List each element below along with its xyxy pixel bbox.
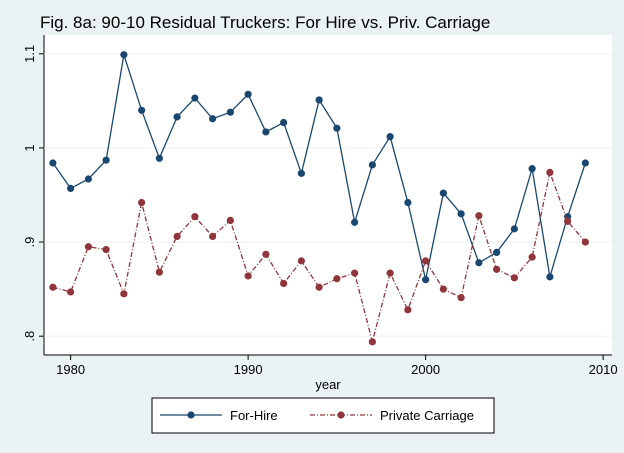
data-point — [386, 269, 394, 277]
data-point — [297, 169, 305, 177]
legend-marker — [187, 411, 195, 419]
data-point — [351, 269, 359, 277]
data-point — [351, 218, 359, 226]
x-tick-label: 2000 — [411, 362, 440, 377]
data-point — [191, 213, 199, 221]
y-tick-label: 1 — [22, 144, 37, 151]
data-point — [209, 232, 217, 241]
data-point — [209, 115, 217, 123]
data-point — [102, 156, 110, 164]
data-point — [528, 253, 536, 261]
y-tick-label: 1.1 — [22, 45, 37, 63]
data-point — [297, 257, 305, 265]
data-point — [67, 288, 75, 296]
legend-label: Private Carriage — [380, 408, 474, 423]
data-point — [280, 118, 288, 127]
data-point — [262, 250, 270, 258]
data-point — [315, 283, 323, 291]
data-point — [333, 124, 341, 132]
data-point — [138, 198, 146, 207]
data-point — [173, 113, 181, 121]
data-point — [422, 257, 430, 265]
data-point — [422, 276, 430, 284]
data-point — [404, 198, 412, 207]
data-point — [475, 212, 483, 220]
data-point — [581, 159, 589, 167]
x-tick-label: 2010 — [589, 362, 618, 377]
data-point — [475, 259, 483, 267]
data-point — [510, 274, 518, 282]
data-point — [439, 285, 447, 293]
data-point — [49, 159, 57, 167]
data-point — [280, 279, 288, 288]
legend-label: For-Hire — [230, 408, 278, 423]
data-point — [564, 217, 572, 225]
data-point — [191, 94, 199, 102]
data-point — [439, 189, 447, 197]
data-point — [528, 165, 536, 173]
data-point — [457, 210, 465, 218]
data-point — [262, 128, 270, 136]
x-tick-label: 1980 — [56, 362, 85, 377]
data-point — [368, 161, 376, 169]
x-axis-label: year — [315, 377, 341, 392]
data-point — [226, 108, 234, 116]
data-point — [155, 268, 163, 276]
data-point — [493, 265, 501, 273]
data-point — [368, 338, 376, 346]
data-point — [493, 248, 501, 257]
data-point — [244, 90, 252, 98]
y-tick-label: .8 — [22, 331, 37, 342]
data-point — [226, 216, 234, 225]
data-point — [386, 133, 394, 141]
data-point — [84, 243, 92, 251]
data-point — [84, 175, 92, 183]
data-point — [510, 225, 518, 233]
data-point — [244, 272, 252, 280]
data-point — [49, 283, 57, 291]
data-point — [155, 154, 163, 162]
data-point — [581, 238, 589, 246]
data-point — [173, 232, 181, 241]
chart-title: Fig. 8a: 90-10 Residual Truckers: For Hi… — [40, 13, 490, 32]
data-point — [333, 275, 341, 283]
data-point — [546, 168, 554, 177]
data-point — [546, 273, 554, 281]
data-point — [138, 106, 146, 114]
data-point — [102, 245, 110, 254]
plot-area — [44, 35, 612, 355]
data-point — [120, 51, 128, 59]
legend-marker — [337, 411, 345, 419]
x-tick-label: 1990 — [234, 362, 263, 377]
data-point — [315, 96, 323, 104]
data-point — [67, 184, 75, 193]
data-point — [404, 306, 412, 314]
data-point — [120, 290, 128, 298]
y-tick-label: .9 — [22, 237, 37, 248]
data-point — [457, 293, 465, 302]
